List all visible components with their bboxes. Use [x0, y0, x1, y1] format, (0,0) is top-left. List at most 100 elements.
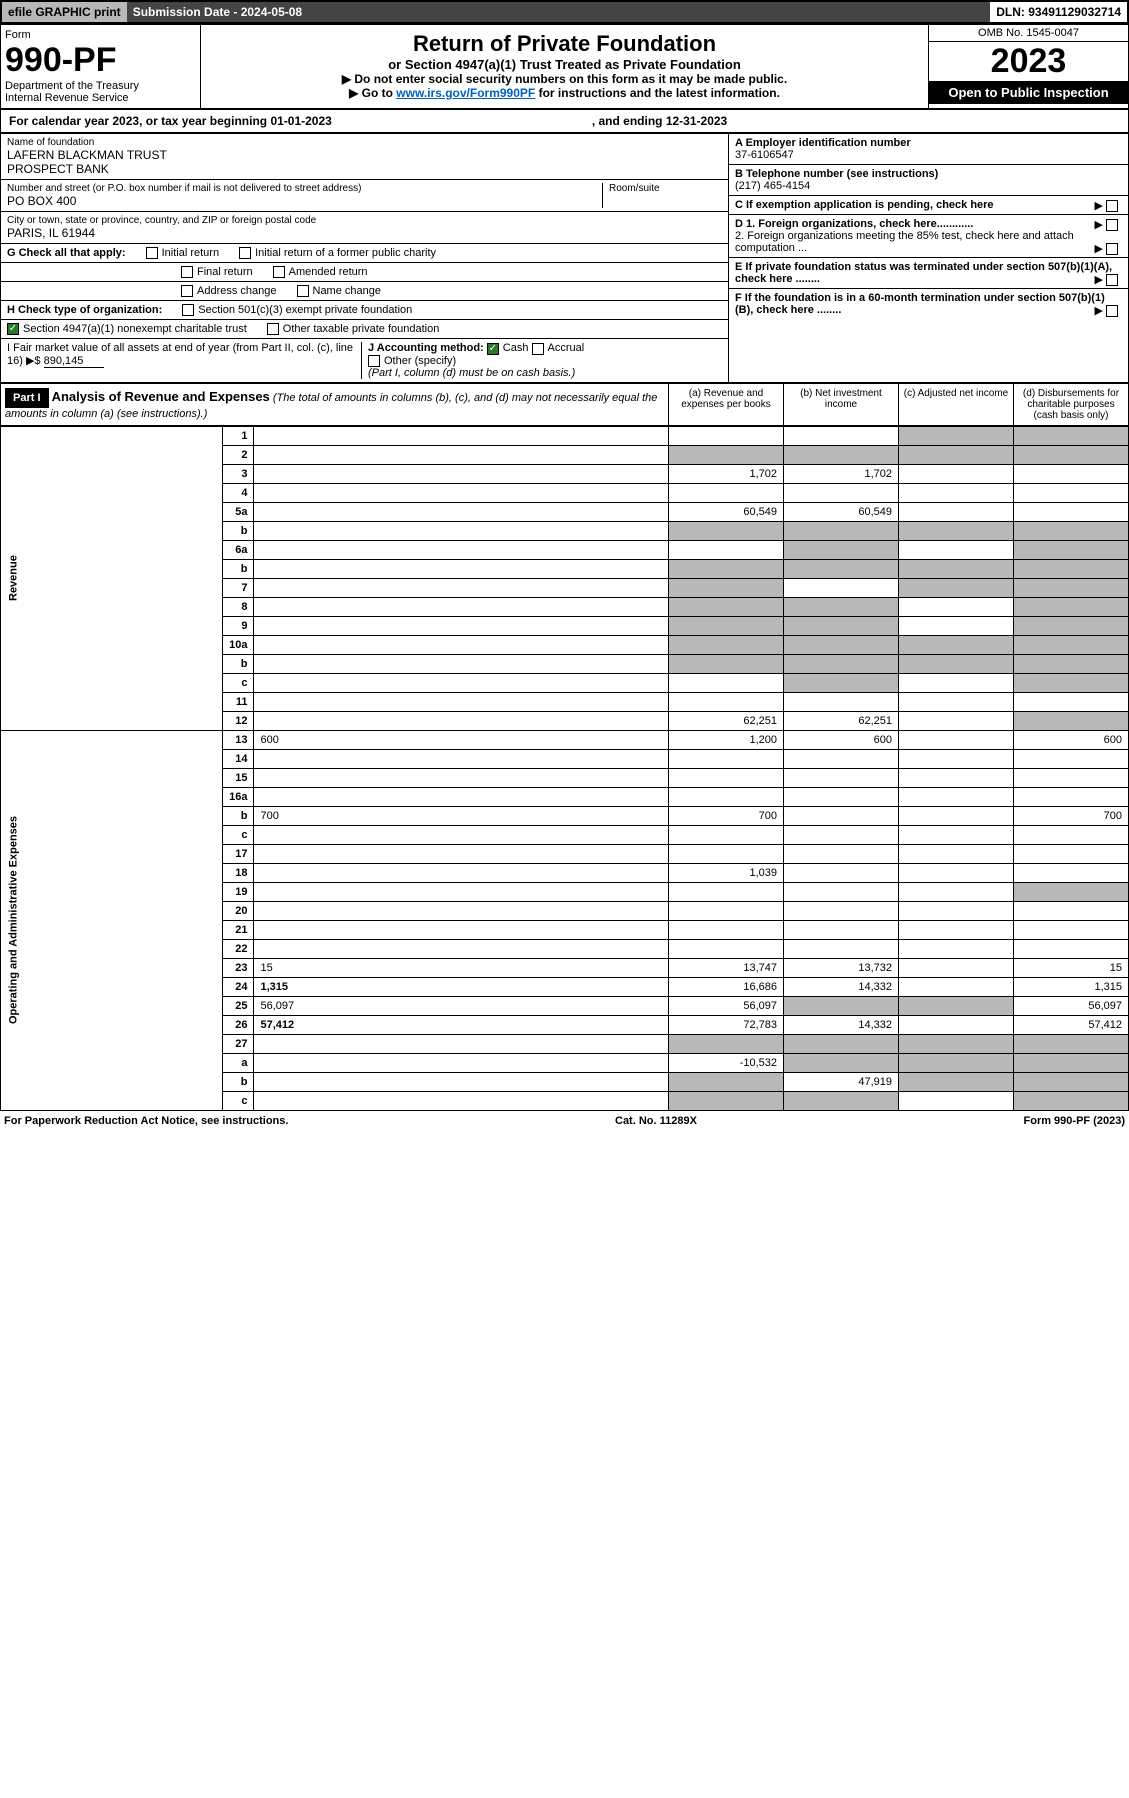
value-col-b: [784, 939, 899, 958]
foundation-info: Name of foundation LAFERN BLACKMAN TRUST…: [0, 133, 1129, 383]
fmv-value: 890,145: [44, 355, 104, 368]
value-col-a: [669, 559, 784, 578]
amended-return-checkbox[interactable]: [273, 266, 285, 278]
value-col-b: [784, 635, 899, 654]
d2-checkbox[interactable]: [1106, 243, 1118, 255]
value-col-d: [1014, 559, 1129, 578]
name-change-checkbox[interactable]: [297, 285, 309, 297]
part1-table: Revenue1231,7021,70245a60,54960,549b6ab7…: [0, 426, 1129, 1111]
address-change-checkbox[interactable]: [181, 285, 193, 297]
value-col-d: [1014, 616, 1129, 635]
other-taxable-checkbox[interactable]: [267, 323, 279, 335]
value-col-c: [899, 1091, 1014, 1110]
note-2: ▶ Go to www.irs.gov/Form990PF for instru…: [207, 86, 922, 100]
value-col-d: [1014, 426, 1129, 445]
initial-former-checkbox[interactable]: [239, 247, 251, 259]
value-col-c: [899, 654, 1014, 673]
value-col-a: [669, 939, 784, 958]
line-description: [254, 464, 669, 483]
line-description: [254, 1053, 669, 1072]
room-label: Room/suite: [609, 183, 722, 194]
value-col-d: [1014, 939, 1129, 958]
c-checkbox[interactable]: [1106, 200, 1118, 212]
value-col-b: 62,251: [784, 711, 899, 730]
line-number: 2: [223, 445, 254, 464]
phone-value: (217) 465-4154: [735, 180, 1122, 192]
accrual-checkbox[interactable]: [532, 343, 544, 355]
value-col-d: [1014, 882, 1129, 901]
line-description: [254, 863, 669, 882]
final-return-checkbox[interactable]: [181, 266, 193, 278]
note-1: ▶ Do not enter social security numbers o…: [207, 72, 922, 86]
form-link[interactable]: www.irs.gov/Form990PF: [396, 86, 535, 100]
calendar-year-row: For calendar year 2023, or tax year begi…: [0, 109, 1129, 133]
value-col-d: [1014, 768, 1129, 787]
tax-year: 2023: [929, 42, 1128, 81]
cash-checkbox[interactable]: ✓: [487, 343, 499, 355]
value-col-b: [784, 996, 899, 1015]
value-col-b: 60,549: [784, 502, 899, 521]
col-b-header: (b) Net investment income: [783, 384, 898, 425]
value-col-c: [899, 1072, 1014, 1091]
value-col-a: [669, 654, 784, 673]
city-label: City or town, state or province, country…: [7, 215, 722, 226]
line-number: c: [223, 1091, 254, 1110]
line-number: 12: [223, 711, 254, 730]
value-col-d: 1,315: [1014, 977, 1129, 996]
f-checkbox[interactable]: [1106, 305, 1118, 317]
line-number: 4: [223, 483, 254, 502]
line-description: [254, 1091, 669, 1110]
line-number: 25: [223, 996, 254, 1015]
line-number: 8: [223, 597, 254, 616]
foundation-name: LAFERN BLACKMAN TRUST PROSPECT BANK: [7, 148, 722, 176]
line-description: [254, 844, 669, 863]
value-col-b: [784, 426, 899, 445]
line-description: [254, 1034, 669, 1053]
4947a1-checkbox[interactable]: ✓: [7, 323, 19, 335]
initial-return-checkbox[interactable]: [146, 247, 158, 259]
j-label: J Accounting method:: [368, 342, 484, 354]
value-col-b: [784, 901, 899, 920]
line-description: [254, 673, 669, 692]
e-checkbox[interactable]: [1106, 274, 1118, 286]
value-col-d: [1014, 464, 1129, 483]
value-col-b: [784, 1053, 899, 1072]
phone-label: B Telephone number (see instructions): [735, 168, 1122, 180]
j-note: (Part I, column (d) must be on cash basi…: [368, 367, 575, 379]
value-col-b: [784, 749, 899, 768]
value-col-a: [669, 540, 784, 559]
value-col-b: 47,919: [784, 1072, 899, 1091]
line-description: [254, 483, 669, 502]
foundation-address: PO BOX 400: [7, 194, 602, 208]
value-col-d: [1014, 1053, 1129, 1072]
value-col-a: [669, 521, 784, 540]
omb-number: OMB No. 1545-0047: [929, 25, 1128, 42]
value-col-d: [1014, 787, 1129, 806]
501c3-checkbox[interactable]: [182, 304, 194, 316]
value-col-b: [784, 806, 899, 825]
value-col-c: [899, 939, 1014, 958]
value-col-c: [899, 540, 1014, 559]
value-col-c: [899, 730, 1014, 749]
value-col-a: [669, 635, 784, 654]
value-col-d: [1014, 1034, 1129, 1053]
value-col-a: [669, 483, 784, 502]
value-col-d: 700: [1014, 806, 1129, 825]
value-col-b: [784, 654, 899, 673]
value-col-c: [899, 1034, 1014, 1053]
form-title: Return of Private Foundation: [207, 31, 922, 57]
value-col-c: [899, 1015, 1014, 1034]
value-col-c: [899, 844, 1014, 863]
g-label: G Check all that apply:: [7, 247, 126, 259]
value-col-b: [784, 445, 899, 464]
d1-checkbox[interactable]: [1106, 219, 1118, 231]
other-method-checkbox[interactable]: [368, 355, 380, 367]
value-col-c: [899, 426, 1014, 445]
line-number: 9: [223, 616, 254, 635]
value-col-d: 57,412: [1014, 1015, 1129, 1034]
value-col-c: [899, 502, 1014, 521]
value-col-d: [1014, 1072, 1129, 1091]
line-description: [254, 654, 669, 673]
table-row: Revenue1: [1, 426, 1129, 445]
value-col-a: [669, 920, 784, 939]
